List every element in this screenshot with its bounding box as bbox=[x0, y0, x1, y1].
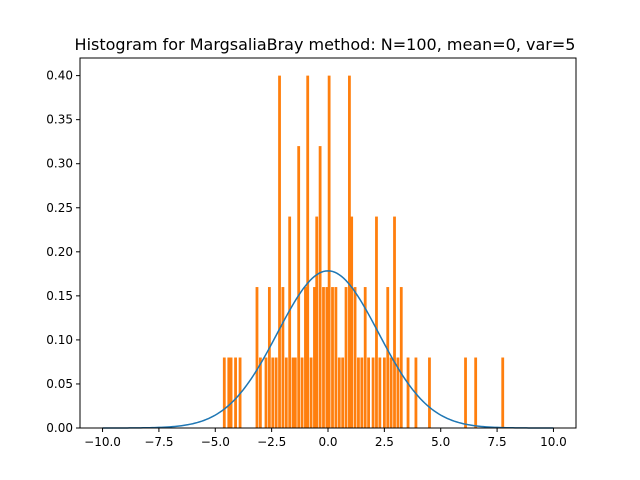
histogram-bar bbox=[357, 357, 360, 428]
histogram-bar bbox=[271, 357, 275, 428]
histogram-bar bbox=[464, 357, 467, 428]
histogram-bar bbox=[255, 287, 259, 428]
histogram-bar bbox=[396, 357, 400, 428]
histogram-bar bbox=[281, 287, 285, 428]
histogram-bar bbox=[334, 287, 338, 428]
histogram-bar bbox=[501, 357, 505, 428]
histogram-bar bbox=[293, 357, 297, 428]
x-tick-label: −10.0 bbox=[84, 435, 121, 449]
histogram-bar bbox=[371, 357, 375, 428]
normal-pdf-curve bbox=[102, 270, 554, 429]
histogram-bar bbox=[350, 216, 354, 428]
histogram-bar bbox=[297, 146, 301, 428]
histogram-bar bbox=[331, 287, 334, 428]
chart-title: Histogram for MargsaliaBray method: N=10… bbox=[75, 35, 576, 54]
histogram-bar bbox=[306, 75, 310, 429]
x-tick-label: 10.0 bbox=[540, 435, 567, 449]
histogram-bar bbox=[375, 216, 378, 428]
histogram-bar bbox=[360, 357, 364, 428]
histogram-bar bbox=[264, 357, 268, 428]
histogram-bar bbox=[274, 357, 278, 428]
x-axis: −10.0 −7.5 −5.0 −2.5 0.0 2.5 5.0 7.5 10.0 bbox=[84, 428, 567, 449]
histogram-bar bbox=[304, 287, 307, 428]
y-tick-label: 0.40 bbox=[46, 69, 73, 83]
histogram-bar bbox=[353, 287, 357, 428]
histogram-bar bbox=[474, 357, 478, 428]
histogram-bar bbox=[288, 216, 292, 428]
histogram-bar bbox=[322, 287, 325, 428]
y-tick-label: 0.30 bbox=[46, 157, 73, 171]
histogram-bar bbox=[309, 357, 313, 428]
x-tick-label: 0.0 bbox=[318, 435, 337, 449]
y-tick-label: 0.15 bbox=[46, 289, 73, 303]
histogram-bar bbox=[341, 357, 345, 428]
y-tick-label: 0.05 bbox=[46, 377, 73, 391]
histogram-bar bbox=[399, 287, 403, 428]
x-tick-label: −5.0 bbox=[201, 435, 230, 449]
y-tick-label: 0.25 bbox=[46, 201, 73, 215]
histogram-bar bbox=[229, 357, 233, 428]
histogram-bar bbox=[325, 287, 329, 428]
histogram-bar bbox=[327, 75, 331, 429]
histogram-bar bbox=[234, 357, 237, 428]
x-tick-label: 5.0 bbox=[431, 435, 450, 449]
x-tick-label: 2.5 bbox=[375, 435, 394, 449]
histogram-bar bbox=[227, 357, 231, 428]
histogram-bar bbox=[378, 357, 382, 428]
histogram-bar bbox=[222, 357, 226, 428]
histogram-bar bbox=[344, 287, 348, 428]
histogram-bar bbox=[406, 357, 410, 428]
histogram-bar bbox=[284, 357, 288, 428]
histogram-bar bbox=[363, 287, 367, 428]
histogram-bar bbox=[258, 357, 262, 428]
histogram-bar bbox=[300, 357, 304, 428]
x-tick-label: −7.5 bbox=[144, 435, 173, 449]
histogram-bars bbox=[222, 75, 505, 429]
histogram-bar bbox=[291, 357, 295, 428]
pdf-curve-layer bbox=[102, 270, 554, 429]
histogram-bar bbox=[393, 216, 396, 428]
histogram-bar bbox=[367, 357, 370, 428]
histogram-bar bbox=[267, 287, 271, 428]
y-tick-label: 0.35 bbox=[46, 113, 73, 127]
y-tick-label: 0.10 bbox=[46, 333, 73, 347]
histogram-bar bbox=[382, 357, 386, 428]
histogram-bar bbox=[348, 75, 351, 429]
histogram-bar bbox=[315, 216, 319, 428]
x-tick-label: 7.5 bbox=[488, 435, 507, 449]
histogram-bar bbox=[313, 287, 316, 428]
histogram-bar bbox=[337, 357, 341, 428]
y-tick-label: 0.20 bbox=[46, 245, 73, 259]
histogram-bar bbox=[386, 287, 390, 428]
x-tick-label: −2.5 bbox=[257, 435, 286, 449]
y-axis: 0.00 0.05 0.10 0.15 0.20 0.25 0.30 0.35 0.40 bbox=[46, 69, 80, 435]
histogram-bar bbox=[428, 357, 431, 428]
histogram-bar bbox=[389, 357, 393, 428]
y-tick-label: 0.00 bbox=[46, 421, 73, 435]
histogram-bar bbox=[318, 146, 322, 428]
histogram-bar bbox=[278, 75, 281, 429]
